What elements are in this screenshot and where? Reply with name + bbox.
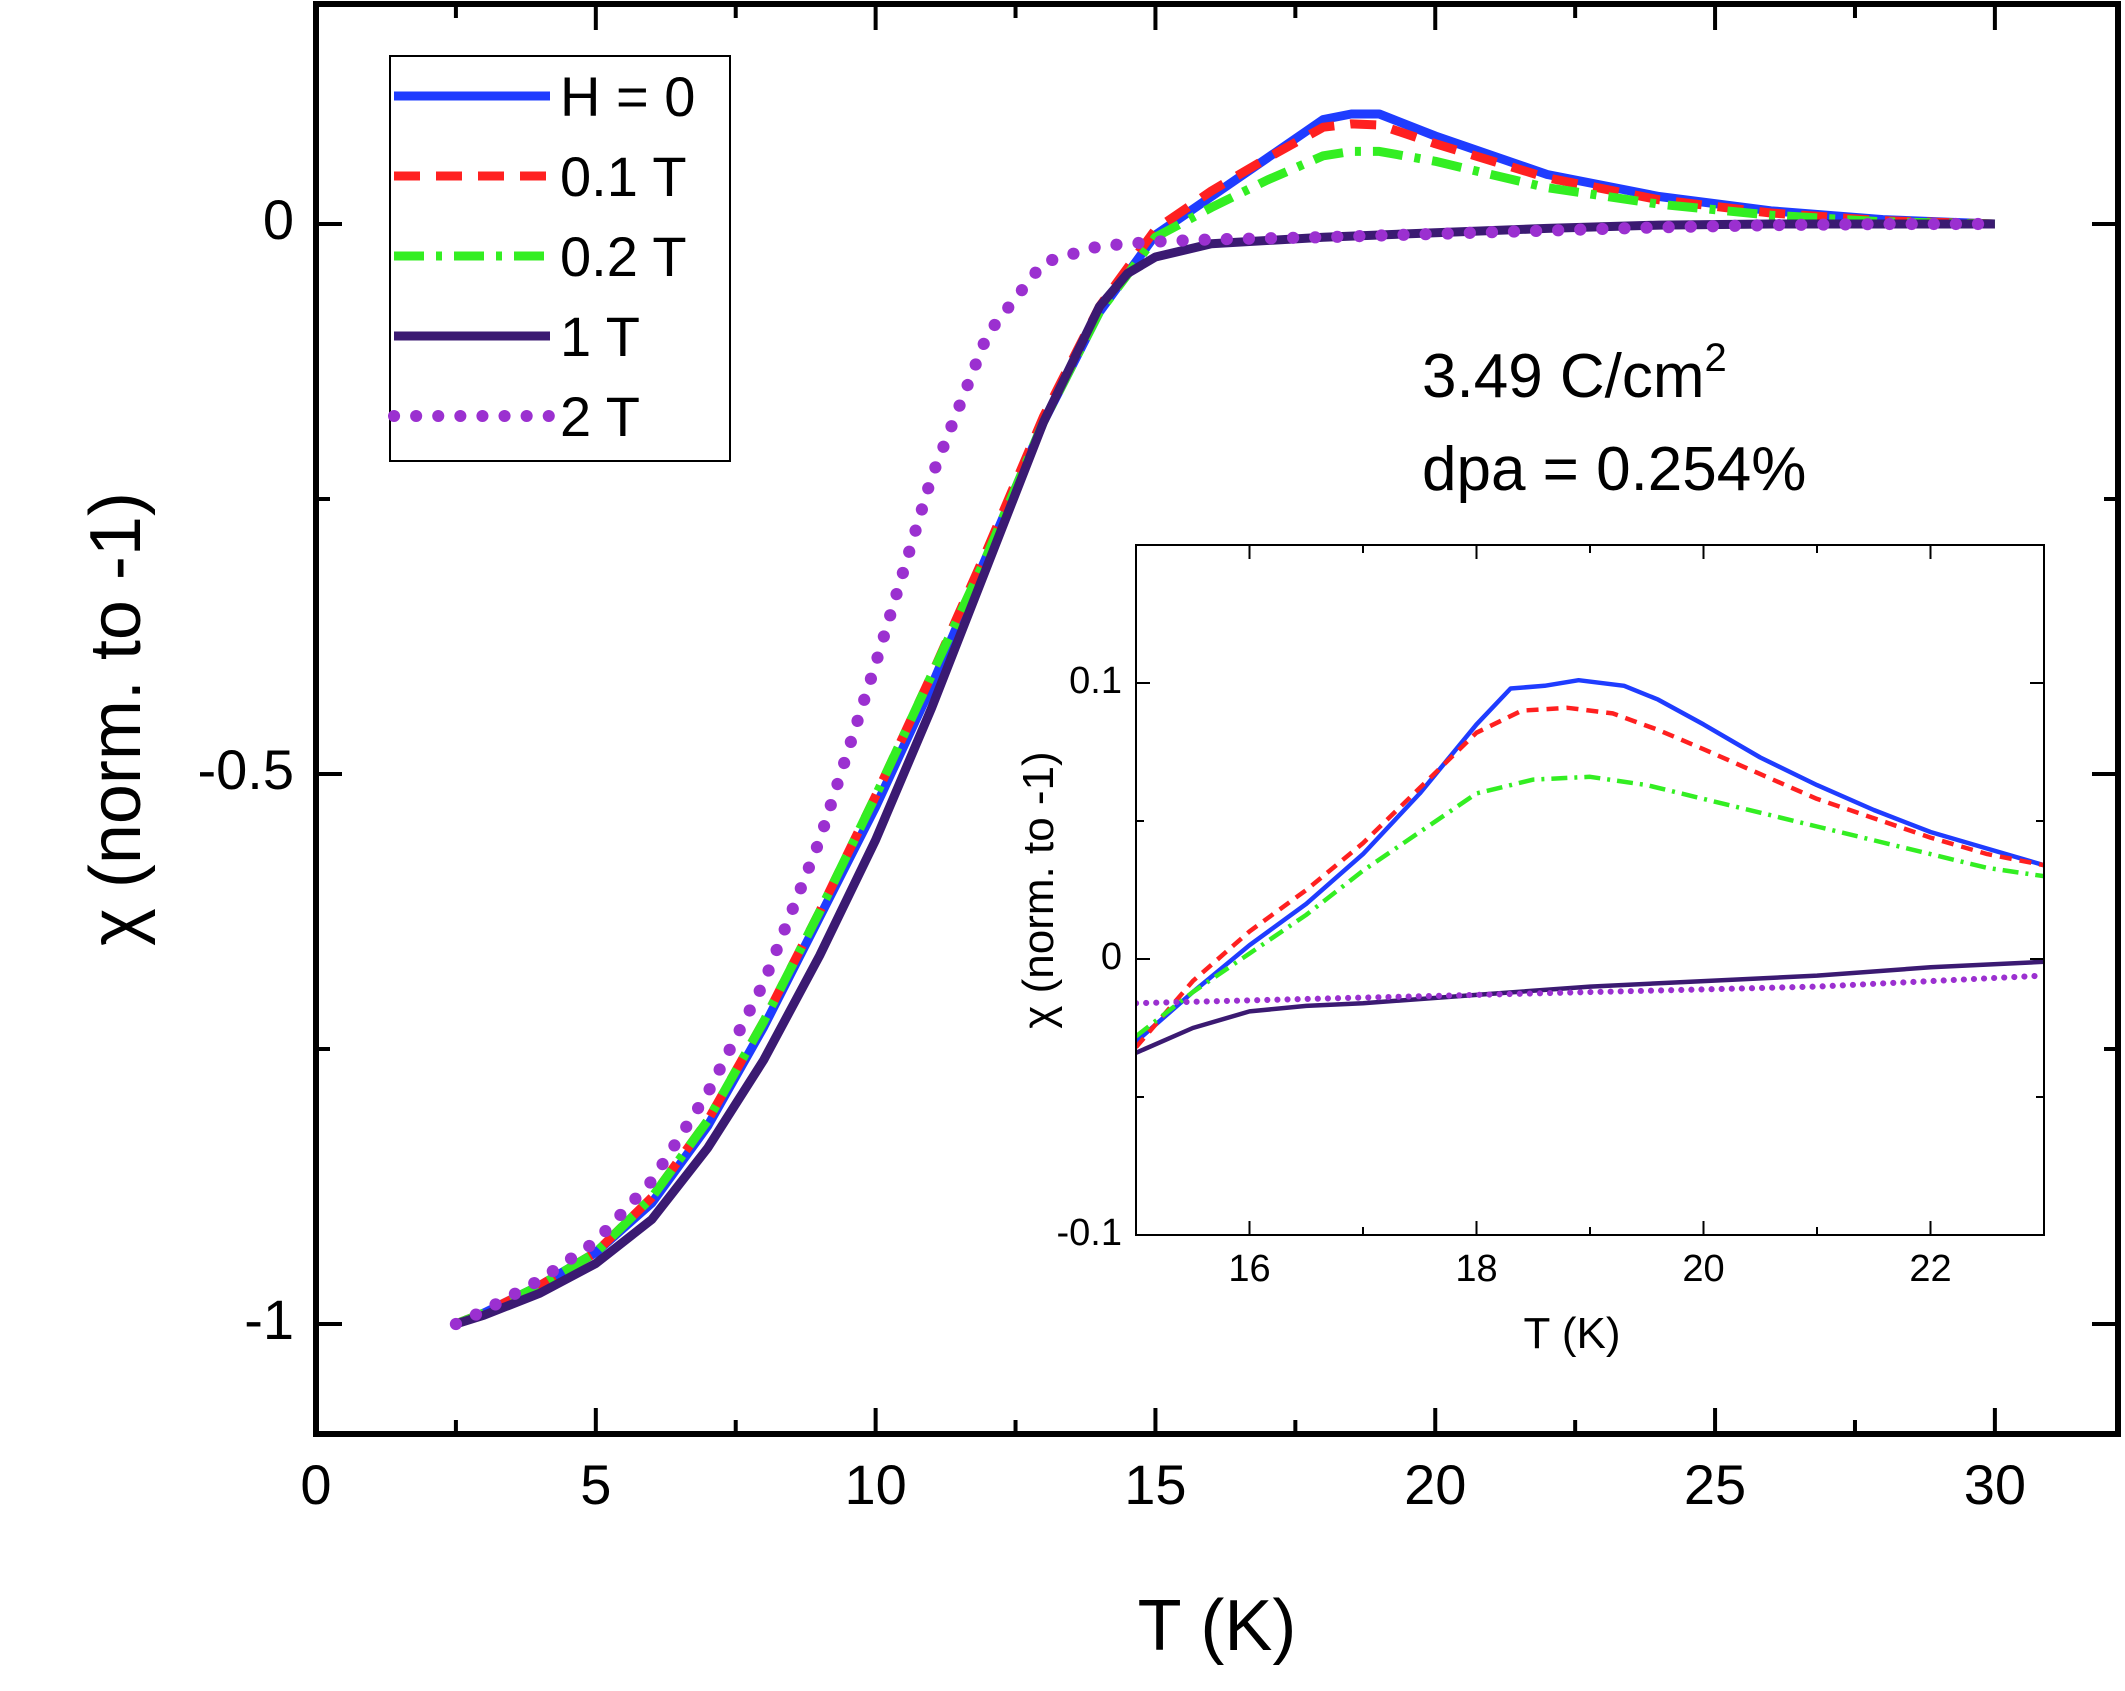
inset-y-tick-label: -0.1 [1057,1212,1122,1254]
main-x-tick-label: 15 [1124,1453,1186,1516]
main-plot-frame [313,1,2121,1437]
annotation-fluence: 3.49 C/cm2 [1422,336,1727,411]
legend: H = 0 0.1 T 0.2 T 1 T 2 T [388,55,731,462]
inset-x-tick-label: 18 [1455,1248,1497,1290]
main-x-tick-label: 30 [1964,1453,2026,1516]
inset-ticks: 16 18 20 22 -0.1 0 0.1 [1057,545,2044,1290]
main-x-tick-label: 5 [580,1453,611,1516]
inset-x-axis-title: T (K) [1524,1309,1621,1358]
legend-label-h-0: H = 0 [560,65,695,128]
inset-y-tick-label: 0.1 [1069,660,1122,702]
legend-item-2-t: 2 T [388,385,640,448]
main-y-tick-label: -1 [244,1288,294,1351]
legend-item-0-1-t: 0.1 T [394,145,687,208]
annotation-dpa: dpa = 0.254% [1422,435,1806,504]
legend-box [389,55,731,462]
main-y-tick-label: 0 [263,188,294,251]
inset-y-tick-label: 0 [1101,936,1122,978]
legend-label-1-t: 1 T [560,305,640,368]
legend-item-0-2-t: 0.2 T [394,225,687,288]
inset-x-tick-label: 16 [1228,1248,1270,1290]
main-y-axis-title: χ (norm. to -1) [76,492,156,946]
main-x-tick-label: 0 [300,1453,331,1516]
legend-label-0-2-t: 0.2 T [560,225,687,288]
legend-label-2-t: 2 T [560,385,640,448]
main-x-axis-title: T (K) [1138,1586,1297,1666]
main-y-tick-label: -0.5 [198,738,295,801]
inset-x-tick-label: 22 [1909,1248,1951,1290]
inset-series-h-0 [1136,677,2044,1044]
inset-series-0-2-t [1136,774,2044,1039]
main-x-tick-label: 10 [844,1453,906,1516]
annotation-fluence-value: 3.49 C/cm [1422,342,1705,411]
inset-background [1136,545,2044,1235]
inset-series-2-t [1136,972,2044,1007]
annotation-fluence-superscript: 2 [1705,336,1727,380]
annotation: 3.49 C/cm2 dpa = 0.254% [1422,336,1806,504]
inset-series-group [1136,677,2044,1055]
main-series-2-t [449,217,2001,1331]
inset-plot: 16 18 20 22 -0.1 0 0.1 T (K) χ (norm. to -1) [1014,544,2045,1358]
inset-series-0-1-t [1136,705,2044,1049]
inset-x-tick-label: 20 [1682,1248,1724,1290]
main-series-group [449,109,2001,1331]
legend-item-1-t: 1 T [394,305,640,368]
main-x-tick-label: 25 [1684,1453,1746,1516]
main-ticks: 0 5 10 15 20 25 30-1-0.50 [198,4,2118,1516]
main-plot: 0 5 10 15 20 25 30-1-0.50 T (K) χ (norm. to -1… [76,1,2121,1666]
inset-y-axis-title: χ (norm. to -1) [1014,751,1063,1028]
main-x-tick-label: 20 [1404,1453,1466,1516]
legend-item-h-0: H = 0 [394,65,695,128]
legend-label-0-1-t: 0.1 T [560,145,687,208]
